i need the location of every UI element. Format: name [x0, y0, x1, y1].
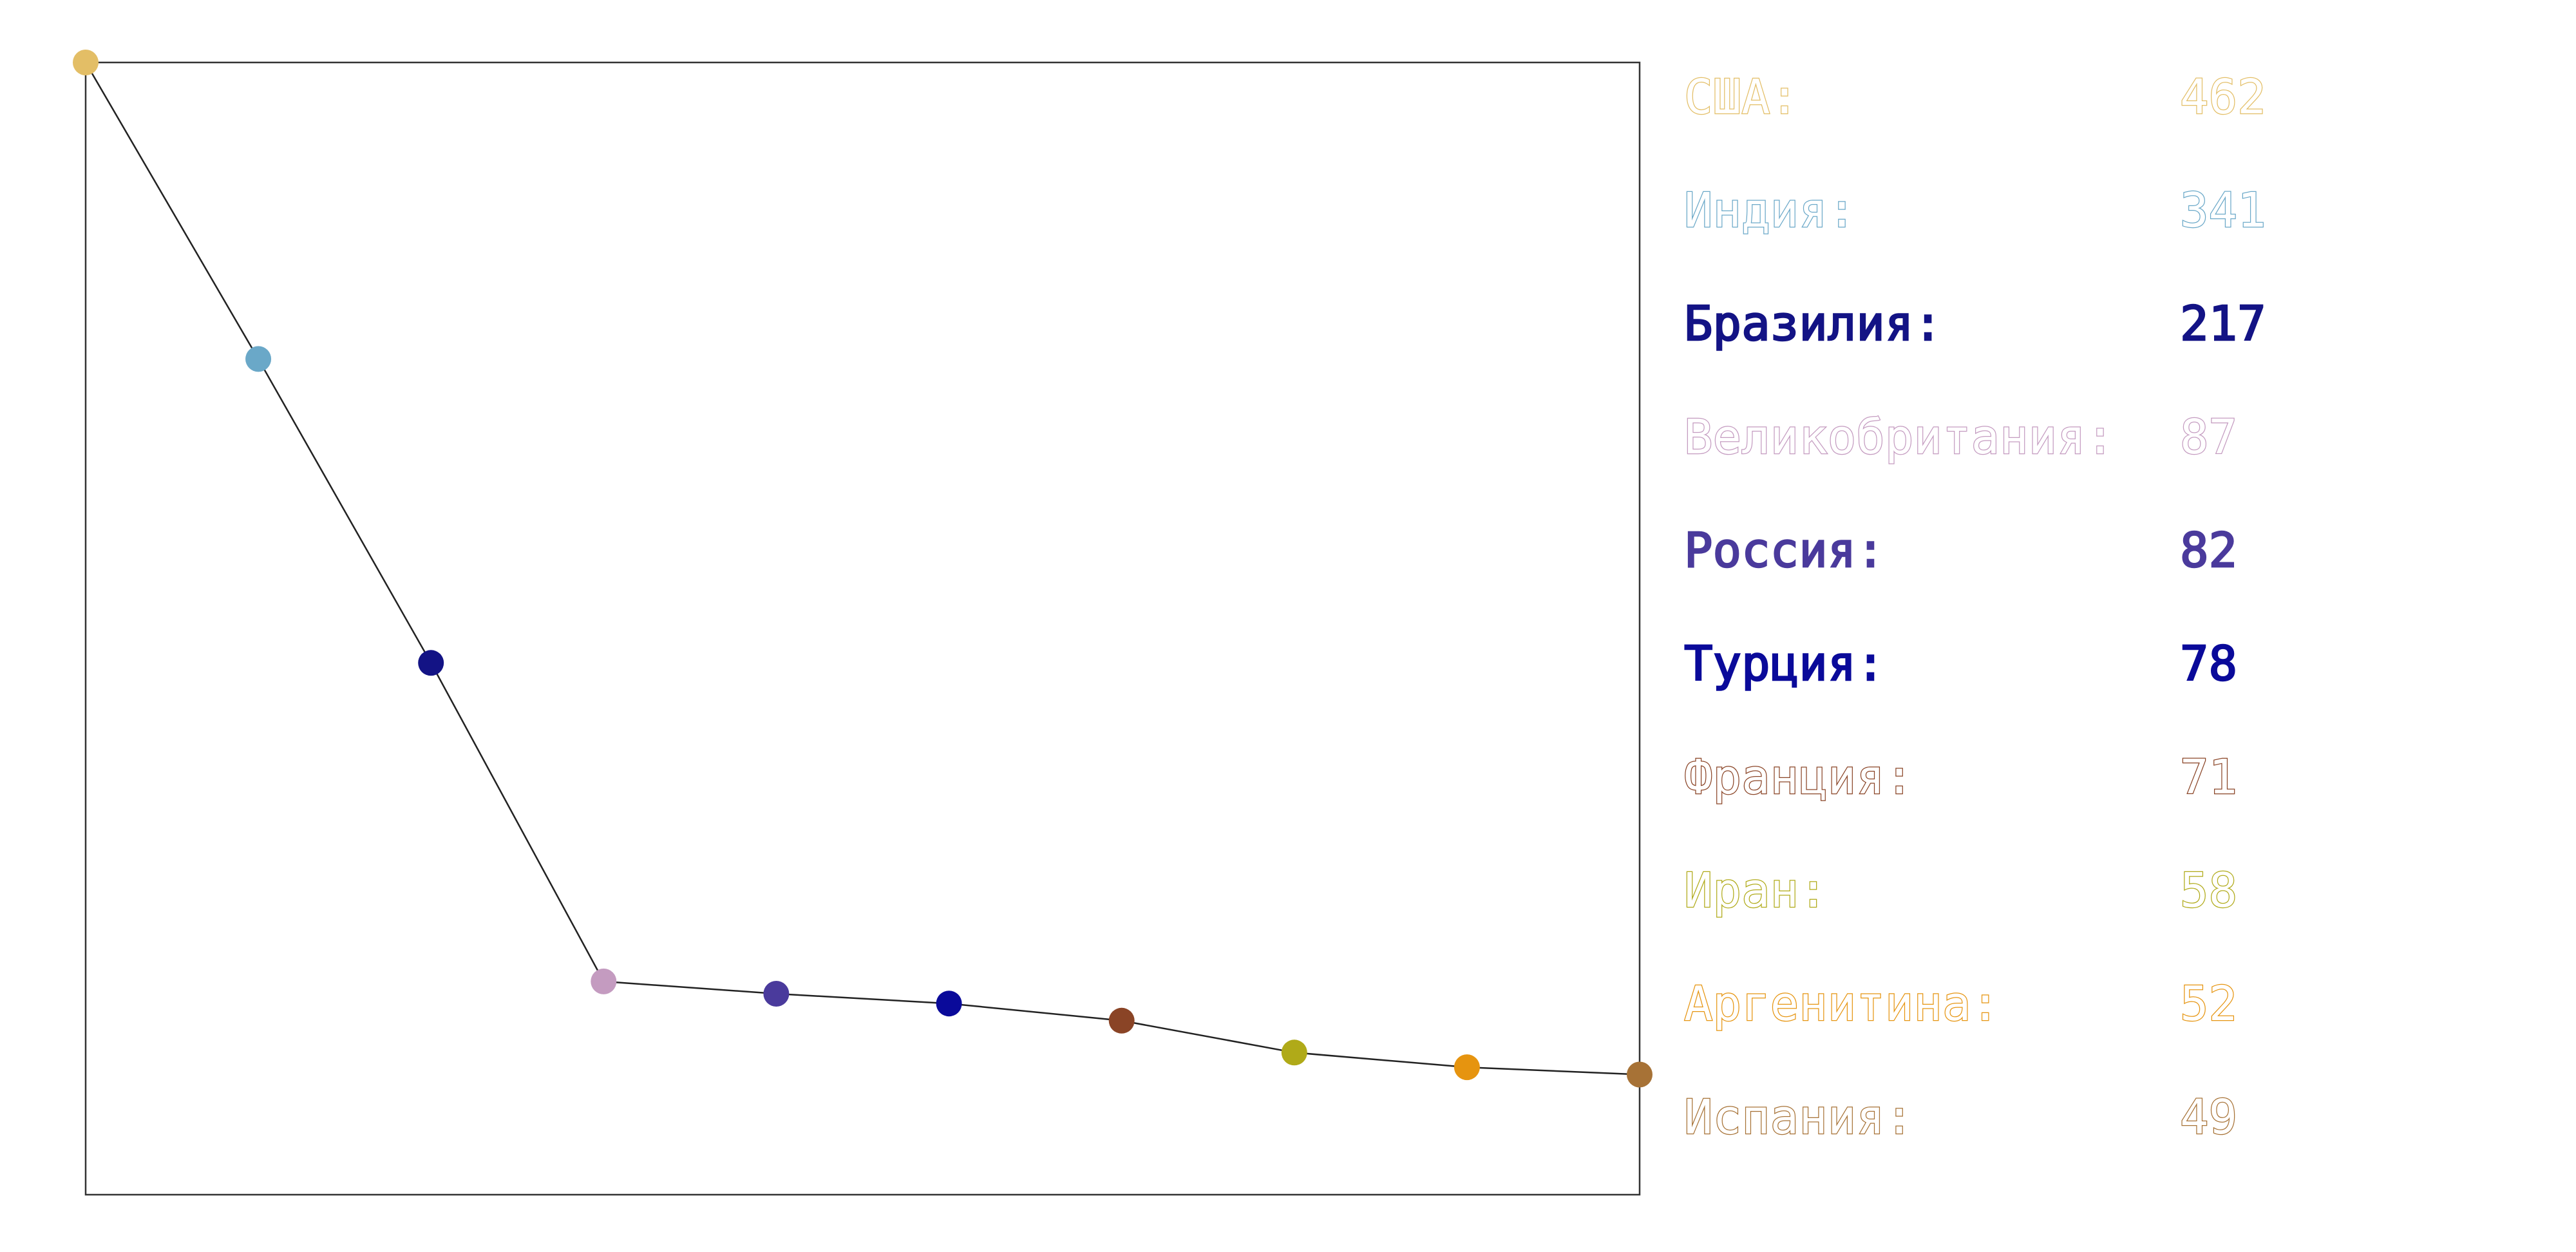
legend-value-2: 341 — [2180, 183, 2266, 238]
data-point-7 — [1108, 1007, 1135, 1034]
series-line-layer — [84, 62, 1640, 1076]
legend-label-6: Турция: — [1684, 636, 1885, 692]
data-point-5 — [763, 981, 790, 1007]
data-points-layer — [73, 50, 1653, 1088]
legend-label-4: Великобритания: — [1684, 410, 2114, 465]
data-point-9 — [1454, 1054, 1480, 1081]
legend-value-8: 58 — [2180, 863, 2237, 918]
data-point-1 — [73, 50, 99, 75]
legend-label-10: Испания: — [1684, 1090, 1913, 1145]
data-point-8 — [1281, 1039, 1307, 1066]
legend: США: 462 Индия: 341 Бразилия: 217 Великобритан… — [1683, 69, 2267, 1146]
data-point-3 — [418, 650, 444, 676]
legend-value-1: 462 — [2180, 70, 2266, 125]
legend-label-7: Франция: — [1684, 750, 1913, 805]
series-line — [84, 62, 1640, 1076]
data-point-2 — [245, 346, 272, 372]
legend-label-3: Бразилия: — [1684, 296, 1942, 352]
legend-value-4: 87 — [2180, 410, 2237, 465]
legend-value-9: 52 — [2180, 976, 2237, 1032]
data-point-4 — [591, 968, 617, 994]
legend-label-9: Аргенитина: — [1684, 976, 2000, 1032]
legend-label-1: США: — [1684, 70, 1799, 125]
legend-value-10: 49 — [2180, 1090, 2237, 1145]
plot-frame — [84, 61, 1641, 1196]
legend-label-8: Иран: — [1684, 863, 1828, 918]
legend-value-3: 217 — [2180, 296, 2266, 352]
legend-value-6: 78 — [2180, 636, 2237, 692]
data-point-10 — [1627, 1061, 1653, 1088]
legend-label-2: Индия: — [1684, 183, 1856, 238]
legend-value-7: 71 — [2180, 750, 2237, 805]
legend-label-5: Россия: — [1684, 523, 1885, 578]
legend-value-5: 82 — [2180, 523, 2237, 578]
data-point-6 — [936, 991, 962, 1017]
